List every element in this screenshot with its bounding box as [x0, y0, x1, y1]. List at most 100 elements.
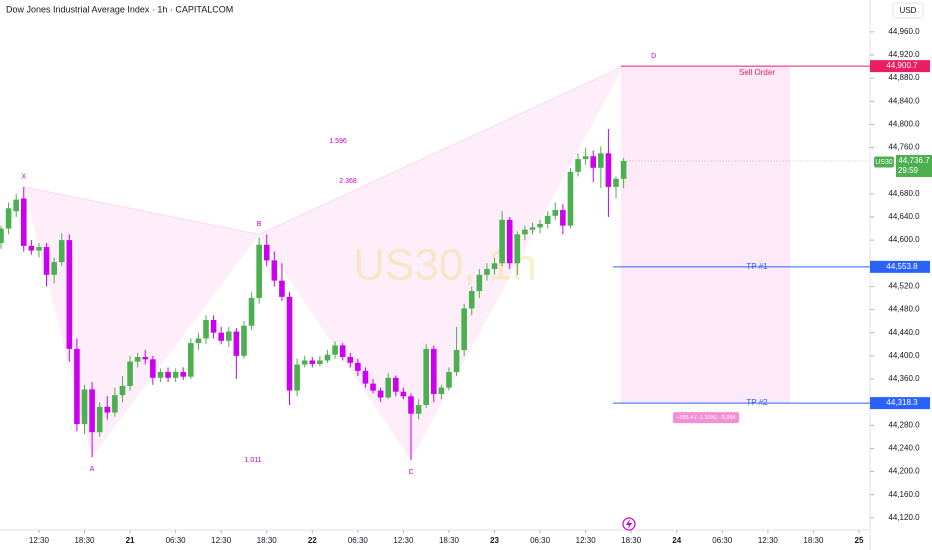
candle-body — [522, 229, 528, 235]
x-tick-label: 06:30 — [712, 536, 733, 545]
candle-body — [355, 362, 361, 371]
candle-body — [393, 377, 399, 392]
candle-body — [560, 210, 566, 226]
x-tick-label: 18:30 — [74, 536, 95, 545]
symbol: US30 — [875, 159, 893, 166]
y-tick-label: 44,280.0 — [888, 420, 920, 429]
candle-body — [279, 280, 285, 297]
pattern-ratio: 1.596 — [329, 138, 347, 145]
level-badge-label: 44,553.8 — [886, 262, 918, 271]
y-tick-label: 44,920.0 — [888, 50, 920, 59]
x-tick-label: 24 — [672, 536, 681, 545]
candle-body — [241, 325, 247, 356]
candle-body — [385, 377, 392, 398]
candle-body — [112, 395, 118, 413]
candle-body — [309, 360, 316, 364]
y-tick-label: 44,120.0 — [888, 513, 920, 522]
x-tick-label: 12:30 — [211, 536, 232, 545]
y-tick-label: 44,440.0 — [888, 328, 920, 337]
x-tick-label: 25 — [855, 536, 864, 545]
candle-body — [476, 274, 483, 292]
candle-body — [423, 348, 429, 406]
candle-body — [484, 269, 490, 275]
order-zone — [621, 66, 790, 404]
candle-body — [66, 240, 73, 349]
candle-body — [225, 331, 232, 341]
event-icon[interactable] — [622, 517, 636, 531]
candle-body — [256, 244, 262, 298]
candle-body — [20, 198, 27, 246]
y-tick-label: 44,800.0 — [888, 120, 920, 129]
candle-body — [142, 356, 149, 360]
candle-body — [400, 391, 407, 397]
level-badge — [870, 60, 930, 73]
x-tick-label: 06:30 — [530, 536, 551, 545]
y-tick-label: 44,760.0 — [888, 143, 920, 152]
candle-body — [499, 219, 505, 264]
candle-body — [438, 387, 445, 395]
pattern-label: C — [408, 469, 413, 476]
candle-body — [81, 389, 88, 425]
candle-body — [13, 199, 19, 212]
y-tick-label: 44,680.0 — [888, 189, 920, 198]
candle-body — [408, 396, 414, 414]
y-tick-label: 44,160.0 — [888, 490, 920, 499]
y-tick-label: 44,840.0 — [888, 96, 920, 105]
price-axis — [870, 0, 932, 550]
currency: USD — [900, 6, 917, 15]
x-tick-label: 12:30 — [393, 536, 414, 545]
candle-body — [43, 247, 50, 275]
level-badge — [870, 260, 930, 273]
candle-body — [362, 370, 369, 384]
level-name: TP #2 — [746, 398, 768, 407]
candle-body — [370, 383, 376, 391]
x-tick-label: 22 — [308, 536, 317, 545]
x-tick-label: 21 — [126, 536, 135, 545]
currency-box[interactable] — [892, 2, 924, 19]
x-tick-label: 23 — [490, 536, 499, 545]
x-tick-label: 18:30 — [803, 536, 824, 545]
pattern-ratio: 1.011 — [245, 457, 262, 464]
candle-body — [567, 171, 574, 226]
candle-body — [294, 364, 300, 391]
candle-body — [491, 263, 498, 270]
candle-body — [324, 354, 331, 361]
level-badge — [870, 397, 930, 410]
candle-body — [218, 332, 224, 341]
chart-title: Dow Jones Industrial Average Index · 1h … — [6, 4, 233, 14]
candle-body — [537, 223, 543, 228]
candle-body — [248, 297, 255, 326]
candle-body — [552, 210, 559, 216]
symbol-badge — [874, 156, 894, 168]
pattern-label: B — [257, 221, 262, 228]
pattern-ratio: 2.368 — [339, 178, 357, 185]
candle-body — [28, 245, 35, 251]
candle-body — [468, 291, 475, 309]
level-badge-label: 44,900.7 — [886, 61, 918, 70]
pattern-label: A — [90, 466, 95, 473]
y-tick-label: 44,880.0 — [888, 73, 920, 82]
candle-body — [195, 338, 202, 344]
candle-body — [89, 389, 95, 433]
candle-body — [36, 247, 42, 251]
x-tick-label: 12:30 — [29, 536, 50, 545]
candle-body — [339, 345, 346, 357]
candle-body — [51, 262, 57, 275]
countdown: 29:59 — [898, 166, 919, 175]
y-tick-label: 44,960.0 — [888, 27, 920, 36]
candle-body — [134, 356, 141, 362]
candle-body — [506, 219, 513, 264]
candle-body — [58, 240, 65, 263]
y-tick-label: 44,640.0 — [888, 212, 920, 221]
candle-body — [203, 319, 209, 339]
candle-body — [188, 343, 194, 377]
candle-body — [165, 372, 171, 378]
y-tick-label: 44,240.0 — [888, 444, 920, 453]
y-tick-label: 44,600.0 — [888, 235, 920, 244]
x-tick-label: 18:30 — [621, 536, 642, 545]
y-tick-label: 44,520.0 — [888, 282, 920, 291]
candle-body — [263, 244, 270, 261]
candle-body — [119, 385, 126, 396]
candle-body — [5, 208, 12, 229]
candle-body — [96, 406, 103, 433]
